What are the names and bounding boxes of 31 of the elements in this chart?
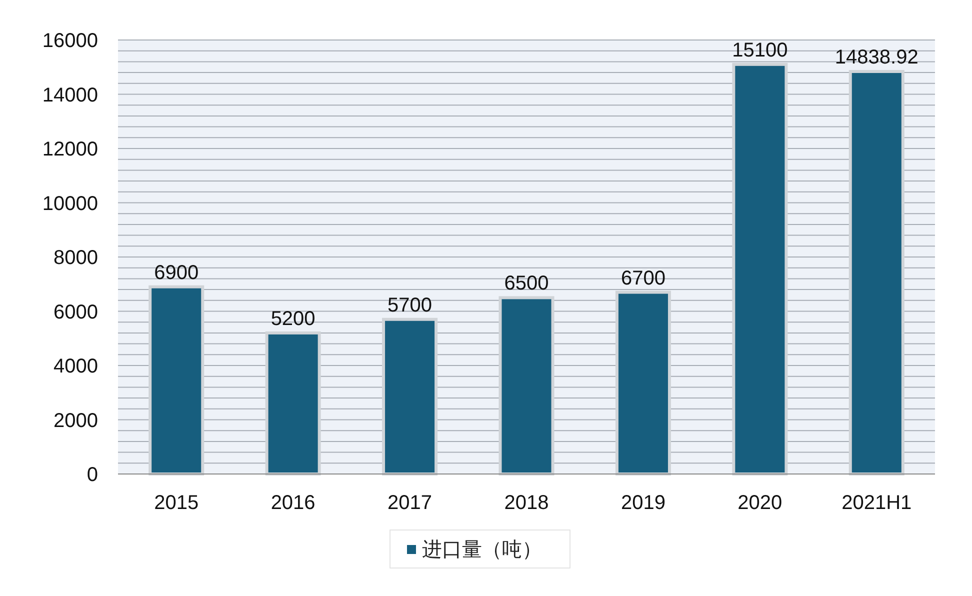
bar [615, 290, 671, 476]
data-label: 14838.92 [834, 46, 918, 68]
data-label: 6700 [620, 267, 666, 290]
x-tick-label: 2020 [738, 492, 782, 514]
x-tick-label: 2015 [154, 492, 199, 514]
data-label: 15100 [732, 39, 788, 62]
bar [732, 62, 788, 476]
x-tick-label: 2018 [504, 492, 549, 514]
y-tick-label: 14000 [42, 84, 98, 106]
y-tick-label: 4000 [54, 356, 98, 378]
y-tick-label: 2000 [54, 410, 98, 432]
legend-label: 进口量（吨） [422, 539, 542, 561]
x-tick-label: 2021H1 [842, 492, 912, 514]
data-label: 6900 [154, 262, 199, 284]
bar [265, 331, 321, 476]
y-tick-label: 16000 [42, 30, 98, 52]
x-tick-label: 2019 [620, 492, 666, 514]
y-tick-label: 6000 [54, 301, 98, 324]
y-tick-label: 12000 [42, 138, 98, 160]
bar [382, 318, 438, 476]
y-tick-label: 10000 [42, 192, 98, 215]
bar [498, 296, 554, 476]
bar [148, 285, 204, 476]
y-tick-label: 8000 [54, 247, 98, 269]
x-tick-label: 2016 [270, 492, 316, 514]
bar [848, 70, 904, 476]
y-tick-label: 0 [86, 464, 98, 486]
data-label: 5200 [270, 308, 316, 330]
data-label: 5700 [388, 294, 432, 316]
x-tick-label: 2017 [388, 492, 432, 514]
data-label: 6500 [504, 272, 549, 295]
